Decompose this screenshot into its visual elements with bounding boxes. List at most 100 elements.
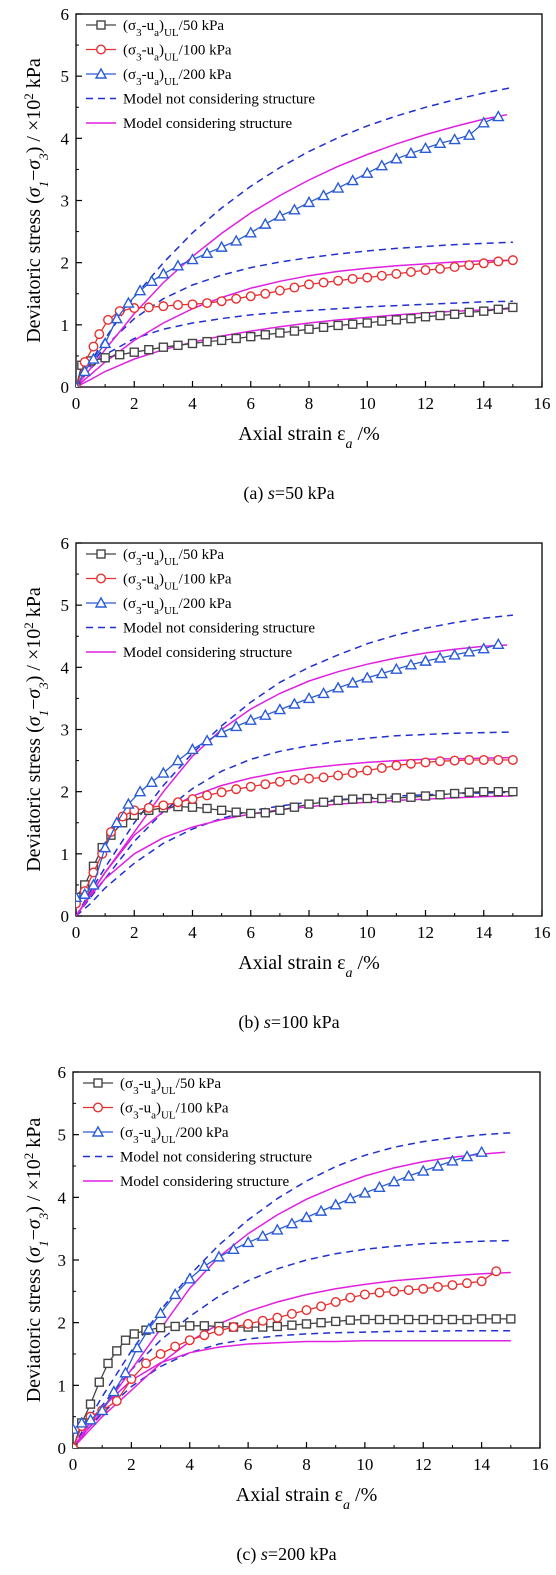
x-tick-label: 14 [475, 394, 493, 413]
data-point [157, 267, 170, 279]
data-point [358, 1186, 372, 1198]
legend-marker [93, 1078, 103, 1088]
data-point [304, 799, 314, 809]
data-point [464, 754, 475, 765]
x-tick-label: 2 [130, 923, 139, 942]
x-tick-label: 8 [302, 1455, 311, 1474]
data-point [301, 1305, 312, 1316]
data-point [361, 166, 374, 178]
x-tick-label: 6 [247, 394, 256, 413]
data-point [158, 342, 169, 352]
data-point [145, 274, 158, 287]
data-point [76, 380, 80, 387]
data-point [387, 1175, 401, 1187]
data-point [446, 1154, 459, 1166]
data-point [377, 316, 387, 326]
model-unstructured-curve-3 [73, 1132, 511, 1448]
data-point [272, 1321, 283, 1332]
data-point [172, 299, 183, 310]
data-point [76, 890, 83, 903]
data-point [362, 272, 373, 283]
model-structured-curve-2 [73, 1271, 511, 1448]
legend-marker [92, 1102, 103, 1113]
data-point [289, 282, 300, 293]
data-point [119, 1366, 132, 1378]
y-tick-label: 4 [58, 1188, 67, 1207]
y-tick-label: 0 [58, 1439, 67, 1458]
data-point [112, 1346, 122, 1356]
x-tick-label: 8 [305, 394, 314, 413]
data-point [374, 1314, 385, 1325]
data-point [216, 787, 227, 798]
x-tick-label: 0 [72, 394, 81, 413]
x-tick-label: 4 [186, 1455, 195, 1474]
y-tick-label: 0 [61, 378, 70, 397]
model-structured-curve-3 [76, 113, 508, 387]
data-point [449, 262, 460, 273]
data-point [129, 347, 139, 357]
data-point [477, 642, 490, 654]
data-point [216, 805, 227, 816]
data-point [173, 340, 183, 351]
data-point [447, 1314, 458, 1325]
data-point [507, 255, 518, 266]
y-axis-label: Deviatoric stress (σ1−σ3) / ×102 kPa [21, 58, 51, 343]
data-point [317, 687, 330, 699]
data-point [433, 136, 447, 149]
data-point [435, 310, 445, 321]
data-point [98, 337, 112, 349]
y-tick-label: 0 [61, 907, 70, 926]
data-point [286, 1308, 297, 1319]
data-point [133, 785, 147, 797]
data-point [317, 189, 330, 201]
data-point [375, 667, 389, 679]
data-point [84, 1413, 97, 1425]
data-point [216, 296, 227, 307]
data-point [200, 246, 214, 259]
data-point [229, 234, 243, 246]
data-point [129, 1329, 139, 1339]
data-point [256, 1229, 269, 1241]
data-point [448, 648, 461, 660]
legend-item-4: Model not considering structure [83, 1150, 312, 1166]
data-point [168, 1288, 182, 1300]
data-point [215, 726, 228, 738]
data-point [475, 1145, 488, 1157]
legend-item-3: (σ3-ua)UL/200 kPa [83, 1125, 229, 1146]
data-point [227, 1242, 240, 1255]
data-point [508, 302, 518, 313]
data-point [171, 754, 185, 766]
legend-label: Model not considering structure [120, 1150, 312, 1166]
model-unstructured-curve-3 [76, 614, 513, 916]
data-point [199, 1330, 210, 1341]
x-tick-label: 2 [127, 1455, 136, 1474]
data-point [333, 795, 343, 806]
data-point [158, 800, 169, 811]
series-line-3 [76, 116, 499, 387]
data-point [142, 1322, 156, 1334]
data-point [447, 1280, 458, 1291]
legend: (σ3-ua)UL/50 kPa (σ3-ua)UL/100 kPa (σ3-ua)… [83, 1076, 312, 1190]
data-point [420, 265, 431, 276]
y-tick-label: 2 [61, 783, 70, 802]
legend-label: (σ3-ua)UL/200 kPa [123, 67, 232, 88]
data-point [272, 1312, 283, 1323]
model-unstructured-curve-1 [76, 791, 513, 916]
x-tick-label: 0 [72, 923, 81, 942]
legend-label: (σ3-ua)UL/50 kPa [123, 18, 224, 39]
data-point [273, 703, 287, 715]
legend-label: (σ3-ua)UL/200 kPa [120, 1125, 229, 1146]
data-point [304, 279, 315, 290]
data-point [245, 291, 256, 302]
data-point [274, 776, 285, 787]
x-tick-label: 10 [359, 394, 376, 413]
legend-item-4: Model not considering structure [86, 92, 315, 108]
y-axis-label: Deviatoric stress (σ1−σ3) / ×102 kPa [21, 1118, 51, 1403]
data-point [492, 110, 505, 122]
data-point [448, 133, 461, 145]
model-structured-curve-3 [73, 1151, 506, 1448]
model-unstructured-curve-1 [73, 1330, 511, 1448]
data-point [170, 1341, 181, 1352]
x-tick-label: 4 [188, 923, 197, 942]
